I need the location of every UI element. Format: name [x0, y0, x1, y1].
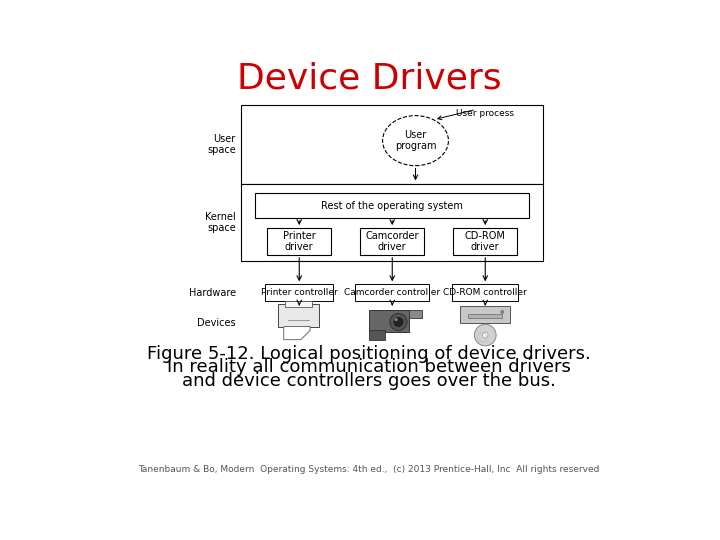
Ellipse shape	[382, 116, 449, 166]
Bar	[369, 310, 409, 332]
Bar	[461, 306, 510, 323]
Text: Figure 5-12. Logical positioning of device drivers.: Figure 5-12. Logical positioning of devi…	[147, 345, 591, 362]
Text: Devices: Devices	[197, 318, 235, 328]
Text: Camcorder controller: Camcorder controller	[344, 288, 441, 297]
Bar	[468, 314, 503, 318]
Bar	[241, 105, 544, 184]
Circle shape	[474, 325, 496, 346]
Circle shape	[393, 316, 404, 327]
Text: Printer
driver: Printer driver	[283, 231, 315, 252]
Bar	[265, 284, 333, 301]
Polygon shape	[284, 327, 310, 340]
Circle shape	[482, 333, 488, 338]
Bar	[255, 193, 529, 218]
Text: CD-ROM
driver: CD-ROM driver	[465, 231, 505, 252]
Text: Device Drivers: Device Drivers	[237, 62, 501, 96]
Bar	[409, 310, 422, 318]
Text: Tanenbaum & Bo, Modern  Operating Systems: 4th ed.,  (c) 2013 Prentice-Hall, Inc: Tanenbaum & Bo, Modern Operating Systems…	[138, 465, 600, 475]
Text: CD-ROM controller: CD-ROM controller	[444, 288, 527, 297]
Text: Hardware: Hardware	[189, 288, 235, 298]
Circle shape	[395, 318, 397, 321]
Bar	[277, 303, 320, 327]
Bar	[267, 228, 331, 255]
Circle shape	[500, 310, 504, 314]
Text: Rest of the operating system: Rest of the operating system	[321, 201, 463, 211]
Bar	[454, 228, 517, 255]
Bar	[369, 330, 384, 340]
Bar	[356, 284, 429, 301]
Text: In reality all communication between drivers: In reality all communication between dri…	[167, 359, 571, 376]
Text: User
space: User space	[207, 134, 235, 156]
Bar	[241, 184, 544, 261]
Text: Kernel
space: Kernel space	[205, 212, 235, 233]
Circle shape	[390, 314, 407, 330]
Text: Camcorder
driver: Camcorder driver	[366, 231, 419, 252]
Bar	[361, 228, 424, 255]
Bar	[452, 284, 518, 301]
Text: User process: User process	[456, 109, 514, 118]
Text: Printer controller: Printer controller	[261, 288, 338, 297]
Bar	[285, 301, 312, 307]
Text: User
program: User program	[395, 130, 436, 151]
Text: and device controllers goes over the bus.: and device controllers goes over the bus…	[182, 372, 556, 390]
